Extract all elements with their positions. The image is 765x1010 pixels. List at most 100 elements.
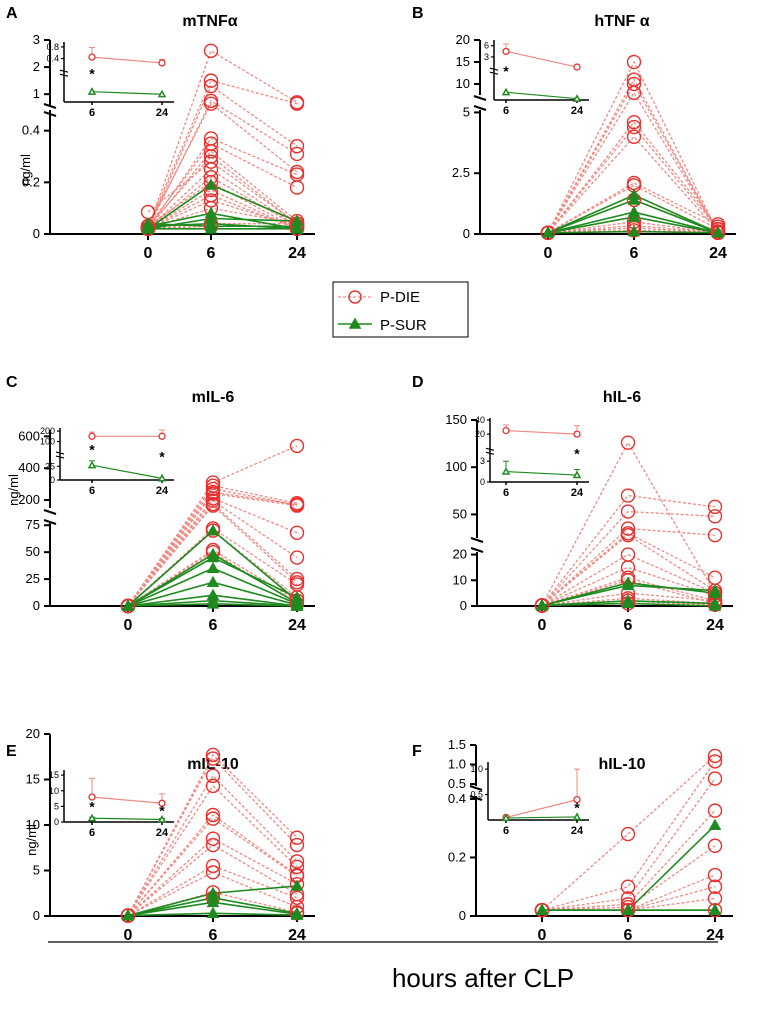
- significance-star: *: [89, 442, 95, 458]
- die-data-point: [620, 879, 636, 894]
- y-tick-label-upper: 20: [456, 32, 470, 47]
- axis-break-mark: [470, 547, 484, 553]
- sur-data-point: [541, 226, 555, 238]
- x-tick-label: 6: [209, 617, 218, 634]
- y-tick-label: 20: [26, 726, 40, 741]
- y-tick-label: 0.4: [22, 123, 40, 138]
- die-data-point: [620, 504, 636, 519]
- x-tick-label: 24: [288, 927, 306, 944]
- die-data-point: [620, 435, 636, 450]
- inset-chart: 6 24 0.5 1.0 *: [470, 762, 589, 837]
- die-series-line: [127, 488, 298, 607]
- panel-letter: D: [412, 374, 424, 391]
- y-tick-label: 2.5: [452, 165, 470, 180]
- die-data-point: [707, 748, 723, 764]
- die-data-point: [626, 129, 642, 144]
- die-data-point: [205, 837, 221, 853]
- inset-x-tick-label: 6: [89, 485, 95, 497]
- inset-die-point: [502, 426, 510, 435]
- y-tick-label-upper: 1.0: [448, 757, 466, 772]
- sur-data-point: [627, 210, 641, 222]
- significance-star: *: [574, 799, 580, 815]
- sur-data-point: [290, 222, 304, 234]
- y-tick-label: 50: [26, 544, 40, 559]
- die-series-line: [541, 441, 716, 606]
- y-tick-label-upper: 600: [18, 428, 40, 443]
- significance-star: *: [159, 448, 165, 464]
- die-data-point: [205, 768, 221, 784]
- die-data-point: [289, 830, 305, 845]
- inset-y-tick-label: 25: [45, 461, 55, 471]
- inset-die-point: [88, 53, 96, 61]
- die-series-line: [147, 79, 298, 227]
- die-series-line: [127, 445, 298, 607]
- x-tick-label: 0: [144, 245, 153, 262]
- inset-x-tick-label: 24: [156, 485, 169, 497]
- die-data-point: [203, 78, 219, 94]
- inset-x-tick-label: 6: [503, 487, 509, 499]
- die-series-line: [127, 784, 298, 916]
- y-tick-label-upper: 15: [456, 54, 470, 69]
- y-tick-label: 0.4: [448, 791, 466, 806]
- die-data-point: [289, 180, 305, 195]
- inset-y-tick-label: 3: [484, 52, 489, 62]
- x-tick-label: 0: [124, 617, 133, 634]
- inset-die-point: [88, 793, 96, 801]
- die-series-line: [127, 865, 298, 917]
- significance-star: *: [89, 799, 95, 815]
- die-data-point: [203, 43, 219, 59]
- die-data-point: [289, 498, 305, 513]
- x-tick-label: 0: [544, 245, 553, 262]
- sur-data-point: [708, 818, 722, 831]
- die-data-point: [289, 438, 305, 454]
- axis-break-mark: [469, 785, 483, 791]
- die-data-point: [707, 771, 723, 786]
- inset-y-tick-label: 6: [484, 41, 489, 51]
- inset-y-tick-label: 0.4: [46, 54, 59, 64]
- die-data-point: [203, 144, 219, 159]
- inset-x-tick-label: 24: [571, 825, 584, 837]
- y-tick-label: 5: [463, 104, 470, 119]
- sur-data-point: [141, 222, 155, 234]
- die-data-point: [620, 547, 636, 562]
- die-series-line: [547, 82, 719, 234]
- y-tick-label: 0: [33, 598, 40, 613]
- die-series-line: [547, 135, 719, 234]
- inset-y-tick-label: 0: [50, 475, 55, 485]
- x-tick-label: 6: [630, 245, 639, 262]
- die-data-point: [707, 570, 723, 585]
- die-data-point: [205, 831, 221, 846]
- inset-die-point: [158, 432, 166, 440]
- inset-sur-point: [87, 87, 97, 95]
- sur-data-point: [206, 524, 220, 536]
- x-tick-label: 6: [207, 245, 216, 262]
- y-tick-label: 0: [33, 908, 40, 923]
- x-tick-label: 24: [709, 245, 727, 262]
- axis-break-mark: [43, 103, 57, 109]
- sur-data-point: [627, 193, 641, 205]
- sur-data-point: [206, 550, 220, 563]
- inset-die-line: [505, 50, 578, 68]
- inset-die-point: [502, 47, 510, 56]
- die-data-point: [203, 96, 219, 111]
- die-series-line: [541, 755, 716, 911]
- axis-break-mark: [43, 509, 57, 515]
- inset-y-tick-label: 3: [480, 456, 485, 466]
- inset-sur-point: [501, 87, 511, 96]
- sur-data-point: [290, 908, 304, 920]
- inset-axis-break: [59, 69, 69, 73]
- inset-x-tick-label: 6: [503, 825, 509, 837]
- inset-sur-point: [572, 812, 582, 821]
- axis-break-mark: [43, 111, 57, 117]
- inset-y-tick-label: 100: [40, 437, 55, 447]
- die-data-point: [626, 114, 642, 130]
- die-data-point: [707, 509, 723, 524]
- die-data-point: [205, 811, 221, 826]
- inset-chart: 6 24 0.4 0.8 *: [46, 42, 174, 119]
- inset-die-line: [505, 430, 578, 435]
- y-tick-label: 10: [453, 572, 467, 587]
- sur-data-point: [206, 561, 220, 574]
- die-series-line: [147, 168, 298, 230]
